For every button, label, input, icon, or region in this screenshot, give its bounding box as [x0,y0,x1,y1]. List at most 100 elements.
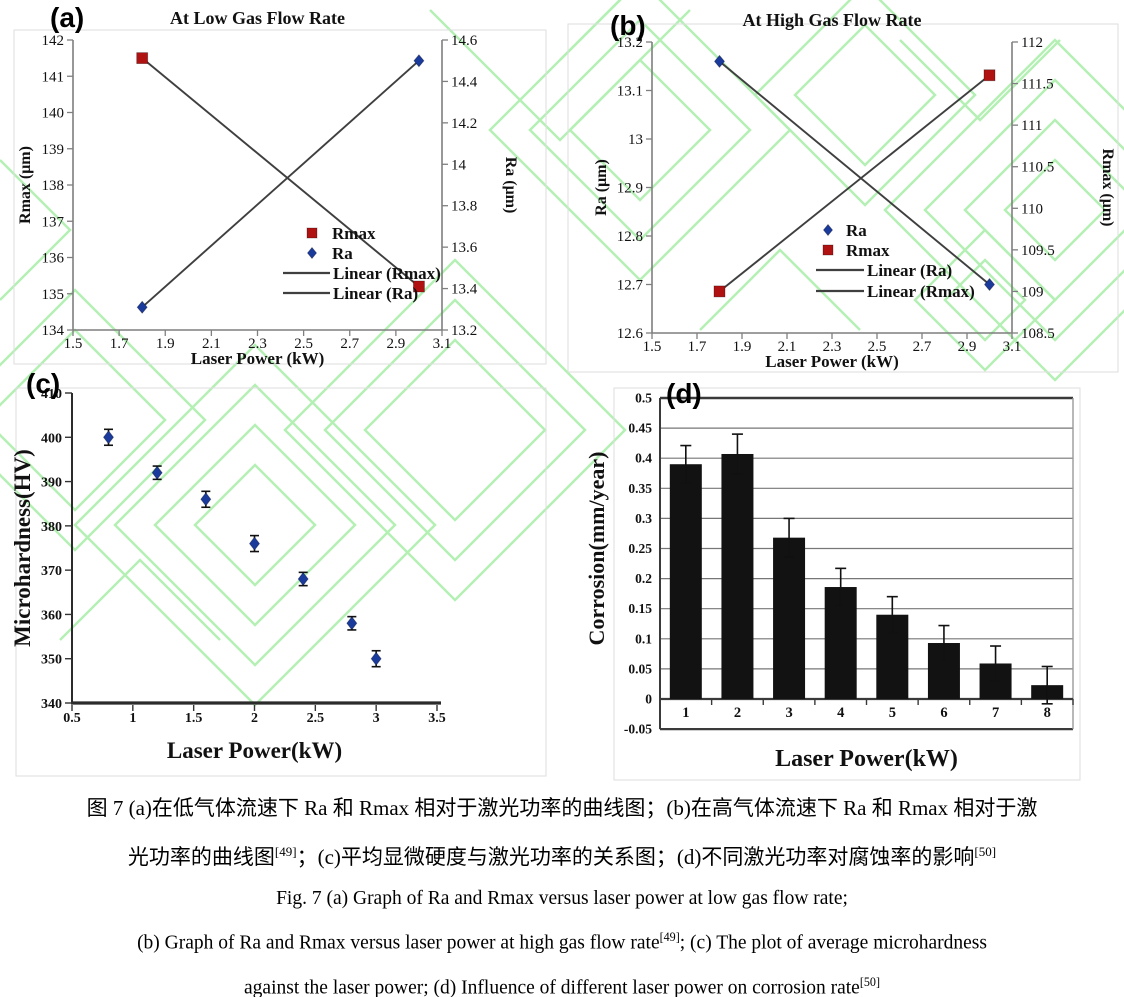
svg-text:At Low Gas Flow Rate: At Low Gas Flow Rate [170,8,345,28]
svg-text:Laser Power(kW): Laser Power(kW) [167,738,342,763]
chart-panel-d: -0.05 0 0.05 0.1 0.15 0.2 0.25 0.3 0.35 0.4 0.45 0.… [584,387,1081,781]
svg-text:2.9: 2.9 [387,336,406,352]
svg-text:390: 390 [41,476,62,491]
caption-reference: [49] [659,930,680,944]
svg-text:0.15: 0.15 [628,601,652,616]
svg-text:110.5: 110.5 [1021,160,1054,176]
svg-text:0.5: 0.5 [635,391,652,406]
panel-label-b: (b) [610,10,646,41]
svg-text:2.3: 2.3 [823,339,842,355]
svg-text:135: 135 [42,287,65,303]
svg-text:109: 109 [1021,284,1044,300]
svg-text:139: 139 [42,142,65,158]
svg-text:3: 3 [373,711,380,726]
svg-text:141: 141 [42,69,65,85]
svg-text:Linear (Ra): Linear (Ra) [333,284,418,303]
caption-text: ；(c)平均显微硬度与激光功率的关系图；(d)不同激光功率对腐蚀率的影响 [296,845,975,869]
svg-text:0.35: 0.35 [628,481,652,496]
svg-text:2.5: 2.5 [868,339,887,355]
svg-text:4: 4 [837,705,844,721]
svg-text:1: 1 [682,705,689,721]
svg-text:400: 400 [41,431,62,446]
chart-panel-a: 1.5 1.7 1.9 2.1 2.3 2.5 2.7 2.9 3.1 134 135 136 137 1… [13,8,547,368]
svg-text:2.5: 2.5 [294,336,313,352]
svg-text:6: 6 [940,705,947,721]
caption-line-3: Fig. 7 (a) Graph of Ra and Rmax versus l… [0,879,1124,918]
svg-text:14.6: 14.6 [451,33,478,49]
panel-label-d: (d) [666,378,702,409]
svg-text:140: 140 [42,106,65,122]
svg-text:Linear (Ra): Linear (Ra) [867,261,952,280]
svg-text:3.5: 3.5 [428,711,446,726]
svg-text:Rmax: Rmax [332,224,376,243]
svg-text:12.8: 12.8 [617,229,643,245]
caption-text: 光功率的曲线图 [127,845,275,869]
svg-text:2.5: 2.5 [307,711,325,726]
svg-text:12.7: 12.7 [617,278,644,294]
svg-text:3.1: 3.1 [1003,339,1022,355]
svg-text:2.9: 2.9 [958,339,977,355]
panel-label-c: (c) [26,368,61,399]
svg-text:1.5: 1.5 [643,339,662,355]
svg-text:2.1: 2.1 [202,336,221,352]
svg-text:142: 142 [42,33,65,49]
svg-text:2.3: 2.3 [248,336,267,352]
caption-line-2: 光功率的曲线图[49]；(c)平均显微硬度与激光功率的关系图；(d)不同激光功率… [0,830,1124,879]
svg-text:360: 360 [41,608,62,623]
caption-reference: [50] [859,974,880,989]
svg-text:1.7: 1.7 [110,336,129,352]
svg-text:Laser Power (kW): Laser Power (kW) [765,352,898,371]
svg-text:Microhardness(HV): Microhardness(HV) [10,449,35,647]
svg-text:13.6: 13.6 [451,240,478,256]
svg-text:2: 2 [251,711,258,726]
caption-reference: [49] [274,844,297,859]
svg-text:Ra: Ra [846,221,867,240]
svg-text:13: 13 [628,132,643,148]
svg-text:0.1: 0.1 [635,631,652,646]
svg-text:Ra: Ra [332,244,353,263]
svg-text:13.4: 13.4 [451,282,478,298]
svg-text:3: 3 [785,705,792,721]
svg-text:1.5: 1.5 [64,336,83,352]
svg-text:3.1: 3.1 [433,336,452,352]
svg-text:0.05: 0.05 [628,661,652,676]
svg-text:1: 1 [129,711,136,726]
svg-text:Ra (μm): Ra (μm) [502,157,519,214]
svg-text:108.5: 108.5 [1021,326,1055,342]
svg-text:12.9: 12.9 [617,181,643,197]
svg-text:13.2: 13.2 [617,35,643,51]
svg-text:1.5: 1.5 [185,711,203,726]
svg-text:5: 5 [889,705,896,721]
svg-text:2: 2 [734,705,741,721]
svg-text:134: 134 [42,323,65,339]
svg-text:1.9: 1.9 [733,339,752,355]
caption-text: 图 7 (a)在低气体流速下 Ra 和 Rmax 相对于激光功率的曲线图；(b)… [86,796,1038,820]
caption-line-4: (b) Graph of Ra and Rmax versus laser po… [0,918,1124,963]
watermark-pattern [0,0,1124,707]
svg-text:111.5: 111.5 [1021,77,1054,93]
caption-line-5: against the laser power; (d) Influence o… [0,963,1124,997]
svg-text:136: 136 [42,251,65,267]
caption-text: ; (c) The plot of average microhardness [679,932,987,954]
caption-reference: [50] [974,844,997,859]
caption-text: (b) Graph of Ra and Rmax versus laser po… [137,932,660,954]
svg-text:14: 14 [451,157,467,173]
svg-text:13.1: 13.1 [617,84,643,100]
svg-text:410: 410 [41,387,62,402]
caption-line-1: 图 7 (a)在低气体流速下 Ra 和 Rmax 相对于激光功率的曲线图；(b)… [0,786,1124,830]
svg-text:Rmax: Rmax [846,241,890,260]
svg-text:Rmax (μm): Rmax (μm) [17,146,34,224]
svg-text:14.2: 14.2 [451,116,477,132]
svg-text:13.2: 13.2 [451,323,477,339]
svg-text:0.3: 0.3 [635,511,652,526]
svg-text:380: 380 [41,520,62,535]
svg-text:12.6: 12.6 [617,326,644,342]
svg-text:111: 111 [1021,118,1042,134]
svg-text:370: 370 [41,564,62,579]
svg-text:7: 7 [992,705,999,721]
svg-text:13.8: 13.8 [451,199,477,215]
svg-text:0.25: 0.25 [628,541,652,556]
svg-text:14.4: 14.4 [451,74,478,90]
svg-text:137: 137 [42,214,65,230]
